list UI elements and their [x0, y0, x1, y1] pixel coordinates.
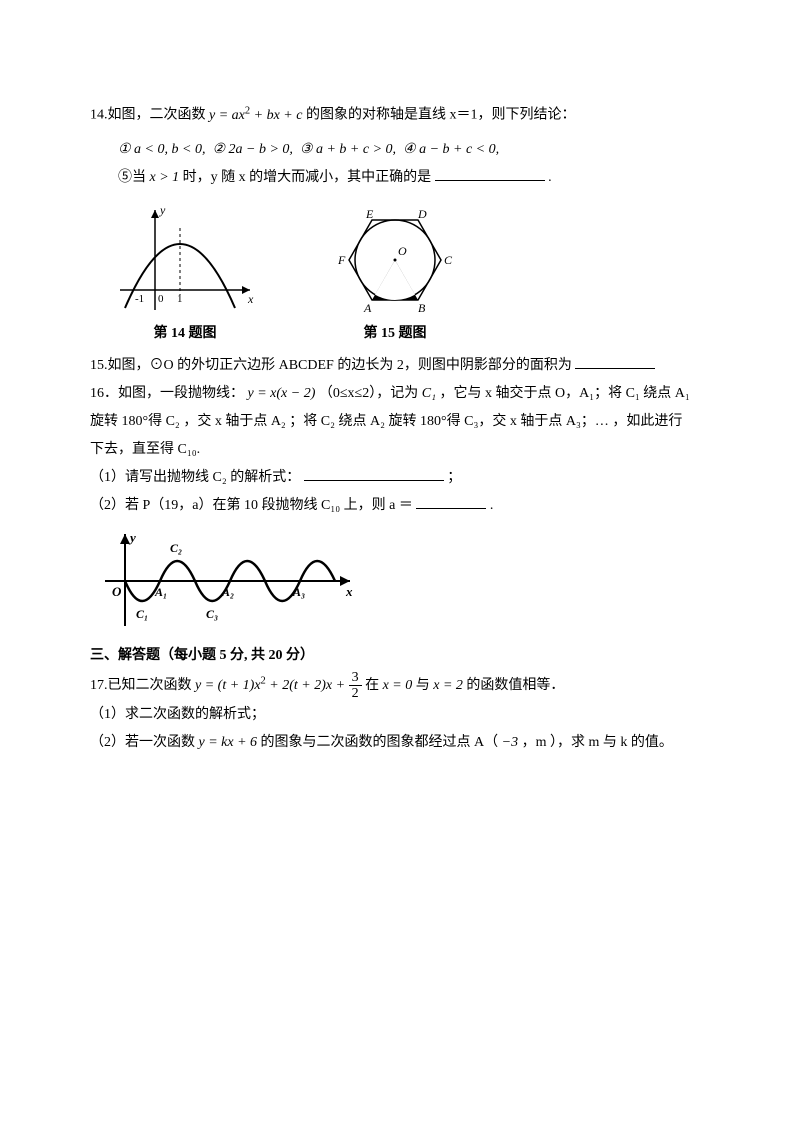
- svg-text:O: O: [112, 584, 122, 599]
- svg-text:E: E: [365, 207, 374, 221]
- figures-row: y x -1 0 1 第 14 题图 E D F C A B O 第 15 题图: [110, 200, 710, 348]
- svg-text:O: O: [398, 244, 407, 258]
- svg-text:x: x: [345, 584, 353, 599]
- svg-text:y: y: [159, 203, 166, 217]
- svg-text:F: F: [337, 253, 346, 267]
- q16-eq1: y = x(x − 2): [248, 386, 319, 401]
- q16-l2: 旋转 180°得 C₂ ，交 x 轴于点 A₂ ；将 C₂ 绕点 A₂ 旋转 1…: [90, 408, 710, 436]
- q16-c1: C₁: [422, 386, 436, 401]
- q15-caption: 第 15 题图: [320, 320, 470, 348]
- svg-text:y: y: [128, 530, 136, 545]
- svg-text:x: x: [247, 292, 254, 306]
- q14-line1: 14.如图，二次函数 y = ax2 + bx + c 的图象的对称轴是直线 x…: [90, 100, 710, 130]
- q14: 14.如图，二次函数 y = ax2 + bx + c 的图象的对称轴是直线 x…: [90, 100, 710, 192]
- q17-eq2: x = 0: [383, 678, 416, 693]
- q14-opt5a: ⑤当: [118, 170, 146, 185]
- q14-equation: y = ax2 + bx + c: [209, 108, 306, 123]
- q16-figure: y x O A₁ A₂ A₃ C₁ C₂ C₃: [100, 526, 710, 636]
- q17-l1a: 17.已知二次函数: [90, 678, 192, 693]
- q16-line1: 16．如图，一段抛物线： y = x(x − 2) （0≤x≤2），记为 C₁ …: [90, 380, 710, 408]
- q14-options-row1: ① a < 0, b < 0, ② 2a − b > 0, ③ a + b + …: [90, 136, 710, 164]
- q16-p1end: ；: [447, 470, 461, 485]
- q16-blank1: [304, 466, 444, 481]
- q14-period: .: [548, 170, 552, 185]
- q17-p2a: （2）若一次函数: [90, 735, 195, 750]
- q16-part1: （1）请写出抛物线 C₂ 的解析式： ；: [90, 464, 710, 492]
- q17-l1d: 的函数值相等．: [466, 678, 564, 693]
- q16-p2end: .: [490, 498, 494, 513]
- q17-eq4: y = kx + 6: [199, 735, 261, 750]
- q17-eq1: y = (t + 1)x2 + 2(t + 2)x + 32: [195, 678, 365, 693]
- q14-text: 14.如图，二次函数: [90, 108, 206, 123]
- svg-text:C₃: C₃: [206, 607, 218, 621]
- q16-blank2: [416, 494, 486, 509]
- q16-p2a: （2）若 P（19，a）在第 10 段抛物线 C₁₀ 上，则 a ＝: [90, 498, 413, 513]
- svg-text:C₁: C₁: [136, 607, 148, 621]
- svg-text:C: C: [444, 253, 453, 267]
- svg-text:C₂: C₂: [170, 541, 182, 555]
- q14-opt4: ④ a − b + c < 0,: [403, 142, 499, 157]
- q17-l1c: 与: [416, 678, 430, 693]
- svg-text:B: B: [418, 301, 426, 315]
- svg-text:A₁: A₁: [154, 585, 167, 599]
- q14-text2: 的图象的对称轴是直线 x＝1，则下列结论：: [306, 108, 576, 123]
- q14-figure: y x -1 0 1 第 14 题图: [110, 200, 260, 348]
- q16: 16．如图，一段抛物线： y = x(x − 2) （0≤x≤2），记为 C₁ …: [90, 380, 710, 520]
- q16-p1: （1）请写出抛物线 C₂ 的解析式：: [90, 470, 300, 485]
- q17-part1: （1）求二次函数的解析式；: [90, 701, 710, 729]
- q14-caption: 第 14 题图: [110, 320, 260, 348]
- q16-l1c: ，它与 x 轴交于点 O，A₁；将 C₁ 绕点 A₁: [439, 386, 689, 401]
- svg-text:A₂: A₂: [221, 585, 234, 599]
- q16-l1b: （0≤x≤2），记为: [319, 386, 418, 401]
- q14-opt5eq: x > 1: [150, 170, 183, 185]
- svg-text:0: 0: [158, 293, 164, 305]
- q17-eq3: x = 2: [433, 678, 466, 693]
- q17-line1: 17.已知二次函数 y = (t + 1)x2 + 2(t + 2)x + 32…: [90, 670, 710, 702]
- q17: 17.已知二次函数 y = (t + 1)x2 + 2(t + 2)x + 32…: [90, 670, 710, 758]
- q16-l1a: 16．如图，一段抛物线：: [90, 386, 244, 401]
- svg-text:D: D: [417, 207, 427, 221]
- svg-text:A₃: A₃: [292, 585, 305, 599]
- svg-text:1: 1: [177, 293, 183, 305]
- wave-svg: y x O A₁ A₂ A₃ C₁ C₂ C₃: [100, 526, 360, 636]
- q17-p2b: 的图象与二次函数的图象都经过点 A（: [261, 735, 499, 750]
- q15-figure: E D F C A B O 第 15 题图: [320, 200, 470, 348]
- section-3-heading: 三、解答题（每小题 5 分, 共 20 分）: [90, 642, 710, 670]
- svg-text:A: A: [363, 301, 372, 315]
- q15-blank: [575, 354, 655, 369]
- q17-p2c: ，m ），求 m 与 k 的值。: [522, 735, 673, 750]
- q15: 15.如图，⊙O 的外切正六边形 ABCDEF 的边长为 2，则图中阴影部分的面…: [90, 352, 710, 380]
- svg-text:-1: -1: [135, 293, 144, 305]
- q17-l1b: 在: [365, 678, 379, 693]
- q14-opt3: ③ a + b + c > 0,: [300, 142, 396, 157]
- parabola-svg: y x -1 0 1: [110, 200, 260, 320]
- q16-part2: （2）若 P（19，a）在第 10 段抛物线 C₁₀ 上，则 a ＝ .: [90, 492, 710, 520]
- q14-blank: [435, 166, 545, 181]
- hexagon-svg: E D F C A B O: [320, 200, 470, 320]
- q14-options-row2: ⑤当 x > 1 时，y 随 x 的增大而减小，其中正确的是 .: [90, 164, 710, 192]
- q15-text: 15.如图，⊙O 的外切正六边形 ABCDEF 的边长为 2，则图中阴影部分的面…: [90, 358, 572, 373]
- q16-l3: 下去，直至得 C₁₀.: [90, 436, 710, 464]
- q17-part2: （2）若一次函数 y = kx + 6 的图象与二次函数的图象都经过点 A（ −…: [90, 729, 710, 757]
- q14-opt2: ② 2a − b > 0,: [212, 142, 292, 157]
- q14-opt5b: 时，y 随 x 的增大而减小，其中正确的是: [183, 170, 432, 185]
- q17-eq5: −3: [502, 735, 518, 750]
- q14-opt1: ① a < 0, b < 0,: [118, 142, 205, 157]
